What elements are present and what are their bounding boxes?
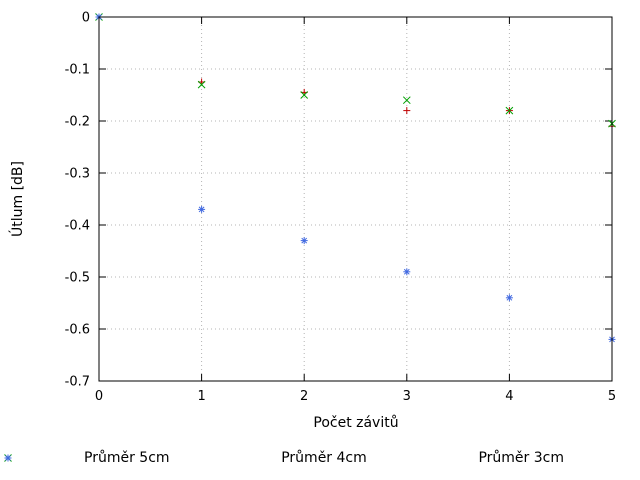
asterisk-marker-icon: [4, 450, 624, 466]
x-tick-label: 4: [505, 389, 513, 404]
x-tick-label: 5: [608, 389, 616, 404]
legend-entry-3cm: Průměr 3cm: [4, 450, 624, 466]
x-tick-label: 1: [197, 389, 205, 404]
series-asterisk: [95, 13, 616, 343]
y-tick-label: -0.3: [65, 167, 90, 182]
y-tick-label: -0.5: [65, 271, 90, 286]
legend-label-5cm: Průměr 5cm: [84, 450, 170, 466]
legend-entry-5cm: Průměr 5cm: [4, 450, 230, 466]
y-tick-label: -0.1: [65, 63, 90, 78]
y-axis-label: Útlum [dB]: [8, 161, 26, 237]
cross-marker-icon: [4, 450, 427, 466]
y-tick-label: -0.6: [65, 323, 90, 338]
legend-label-4cm: Průměr 4cm: [281, 450, 367, 466]
legend-label-3cm: Průměr 3cm: [478, 450, 564, 466]
grid-layer: [98, 16, 613, 382]
y-tick-label: -0.4: [65, 219, 90, 234]
asterisk-glyph: [4, 454, 12, 462]
y-tick-label: -0.2: [65, 115, 90, 130]
legend: Průměr 5cm Průměr 4cm Průměr 3cm: [0, 450, 640, 466]
legend-entry-4cm: Průměr 4cm: [4, 450, 427, 466]
x-tick-label: 0: [95, 389, 103, 404]
y-tick-label: -0.7: [65, 375, 90, 390]
points-layer: [95, 13, 616, 343]
tick-layer: 0 1 2 3 4 5 0 -0.1 -0.2 -0.3 -0.4 -0.5 -0.6 -0.7: [65, 11, 617, 405]
y-tick-label: 0: [82, 11, 90, 26]
x-tick-label: 3: [403, 389, 411, 404]
plus-marker-icon: [4, 450, 230, 466]
x-tick-label: 2: [300, 389, 308, 404]
series-plus: [95, 13, 616, 130]
plot-border: [98, 16, 613, 382]
plot-frame: [98, 16, 613, 382]
x-axis-label: Počet závitů: [313, 415, 398, 431]
series-cross: [95, 13, 616, 128]
